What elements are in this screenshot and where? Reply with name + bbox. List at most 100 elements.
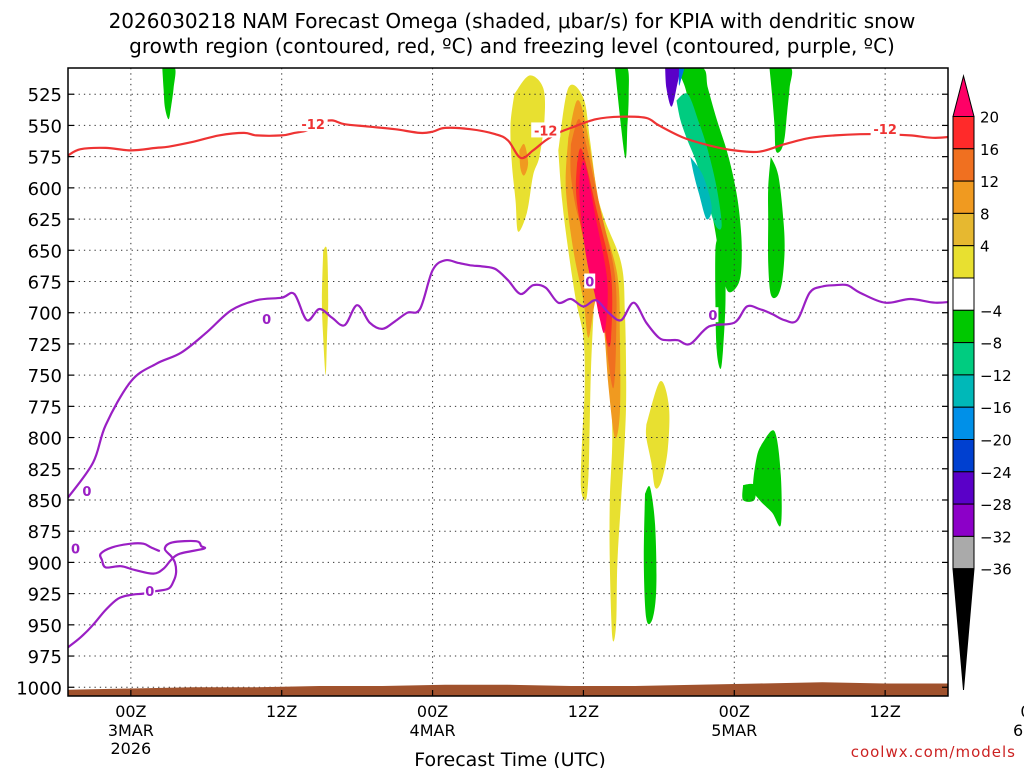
colorbar-label-3: 8 [980, 205, 990, 223]
y-tick-label-700: 700 [28, 304, 62, 325]
colorbar-label-2: 12 [980, 173, 999, 191]
y-tick-label-675: 675 [28, 272, 62, 293]
contour-freezing_0 [68, 258, 948, 499]
omega-region-15 [510, 75, 546, 232]
colorbar-label-5: −4 [980, 302, 1002, 320]
contour-label-bg-freezing_0_lower-2 [70, 540, 82, 556]
colorbar: 20 16 12 8 4 −4 −8 −12 −16 −20 −24 −28 −32 −36 [952, 74, 1012, 691]
colorbar-label-4: 4 [980, 238, 990, 256]
plot-frame [67, 67, 949, 697]
y-tick-label-950: 950 [28, 616, 62, 637]
contour-label-bg-freezing_0-1 [584, 273, 596, 289]
x-tick-label-72: 00Z [1020, 702, 1024, 721]
y-tick-label-800: 800 [28, 429, 62, 450]
y-tick-label-925: 925 [28, 585, 62, 606]
y-tick-label-775: 775 [28, 397, 62, 418]
colorbar-top-arrow [952, 74, 975, 117]
omega-region-20 [519, 143, 529, 176]
colorbar-label-11: −28 [980, 496, 1012, 514]
chart-title-line2: growth region (contoured, red, ºC) and f… [129, 34, 895, 58]
colorbar-label-8: −16 [980, 399, 1012, 417]
colorbar-box-14 [952, 535, 975, 570]
x-tick-label-60: 12Z [869, 702, 900, 721]
omega-region-6 [678, 68, 685, 86]
contour-label-bg-freezing_0_lower-0 [144, 583, 156, 599]
x-tick-label-12: 12Z [266, 702, 297, 721]
y-tick-label-625: 625 [28, 210, 62, 231]
contour-label-dgz_minus12-1: -12 [534, 124, 558, 139]
x-axis-label: Forecast Time (UTC) [414, 749, 605, 768]
colorbar-box-1 [952, 116, 975, 150]
contour-label-bg-dgz_minus12-0 [298, 116, 328, 132]
x-date-label-24: 4MAR [410, 721, 456, 740]
y-tick-label-650: 650 [28, 241, 62, 262]
y-tick-label-600: 600 [28, 179, 62, 200]
surface-ground [68, 682, 948, 696]
y-tick-label-850: 850 [28, 491, 62, 512]
credit-text: coolwx.com/models [851, 743, 1016, 761]
omega-region-9 [715, 237, 726, 369]
omega-region-17 [582, 137, 627, 642]
colorbar-box-5 [952, 245, 975, 279]
omega-region-13 [643, 486, 657, 625]
y-tick-label-725: 725 [28, 335, 62, 356]
omega-region-18 [645, 381, 670, 489]
omega-region-4 [690, 156, 712, 220]
y-tick-label-550: 550 [28, 116, 62, 137]
x-tick-label-0: 00Z [115, 702, 146, 721]
contour-label-freezing_0-1: 0 [585, 275, 594, 290]
colorbar-box-8 [952, 342, 975, 376]
contour-label-freezing_0_lower-2: 0 [71, 543, 80, 558]
x-tick-label-48: 00Z [719, 702, 750, 721]
colorbar-box-3 [952, 180, 975, 214]
omega-region-3 [676, 93, 722, 230]
omega-region-12 [742, 483, 756, 502]
omega-region-5 [665, 68, 680, 107]
y-tick-label-975: 975 [28, 647, 62, 668]
contour-label-freezing_0_lower-0: 0 [145, 585, 154, 600]
omega-region-8 [768, 156, 785, 299]
colorbar-box-9 [952, 374, 975, 408]
y-tick-label-900: 900 [28, 553, 62, 574]
colorbar-box-10 [952, 406, 975, 441]
contour-label-bg-freezing_0-2 [707, 307, 719, 323]
colorbar-label-12: −32 [980, 528, 1012, 546]
contour-layer: -12-12-120000000 [68, 115, 948, 649]
colorbar-label-9: −20 [980, 432, 1012, 450]
contour-label-dgz_minus12-2: -12 [873, 123, 897, 138]
colorbar-box-2 [952, 148, 975, 182]
omega-region-23 [579, 161, 608, 334]
contour-freezing_0_lower [68, 539, 207, 649]
contour-label-bg-dgz_minus12-2 [870, 121, 900, 137]
omega-region-7 [769, 68, 793, 153]
colorbar-label-13: −36 [980, 561, 1012, 579]
colorbar-label-10: −24 [980, 464, 1012, 482]
x-date-label-72: 6MAR [1013, 721, 1024, 740]
contour-label-bg-freezing_0_lower-1 [81, 483, 93, 499]
omega-region-1 [614, 68, 629, 159]
contour-label-freezing_0-0: 0 [262, 313, 271, 328]
omega-region-0 [162, 68, 176, 120]
colorbar-box-7 [952, 309, 975, 344]
contour-dgz_minus12 [68, 115, 948, 160]
x-tick-label-24: 00Z [417, 702, 448, 721]
omega-region-11 [753, 430, 782, 527]
y-axis: 525 550 575 600 625 650 675 700 725 750 775 800 825 8… [16, 85, 948, 699]
x-date-label-0: 3MAR [108, 721, 154, 740]
colorbar-box-12 [952, 471, 975, 505]
y-tick-label-875: 875 [28, 522, 62, 543]
x-axis: 00Z3MAR202612Z00Z4MAR12Z00Z5MAR12Z00Z6MA… [108, 690, 1024, 758]
colorbar-box-11 [952, 439, 975, 473]
contour-label-bg-freezing_0-0 [261, 310, 273, 326]
colorbar-label-7: −12 [980, 367, 1012, 385]
colorbar-box-13 [952, 503, 975, 537]
chart-title-line1: 2026030218 NAM Forecast Omega (shaded, μ… [109, 9, 916, 33]
x-date-label-48: 5MAR [711, 721, 757, 740]
plot-area [68, 68, 948, 696]
contour-label-freezing_0_lower-1: 0 [82, 485, 91, 500]
contour-label-freezing_0-2: 0 [708, 309, 717, 324]
y-tick-label-525: 525 [28, 85, 62, 106]
y-tick-label-1000: 1000 [16, 678, 62, 699]
surface-layer [68, 682, 948, 696]
